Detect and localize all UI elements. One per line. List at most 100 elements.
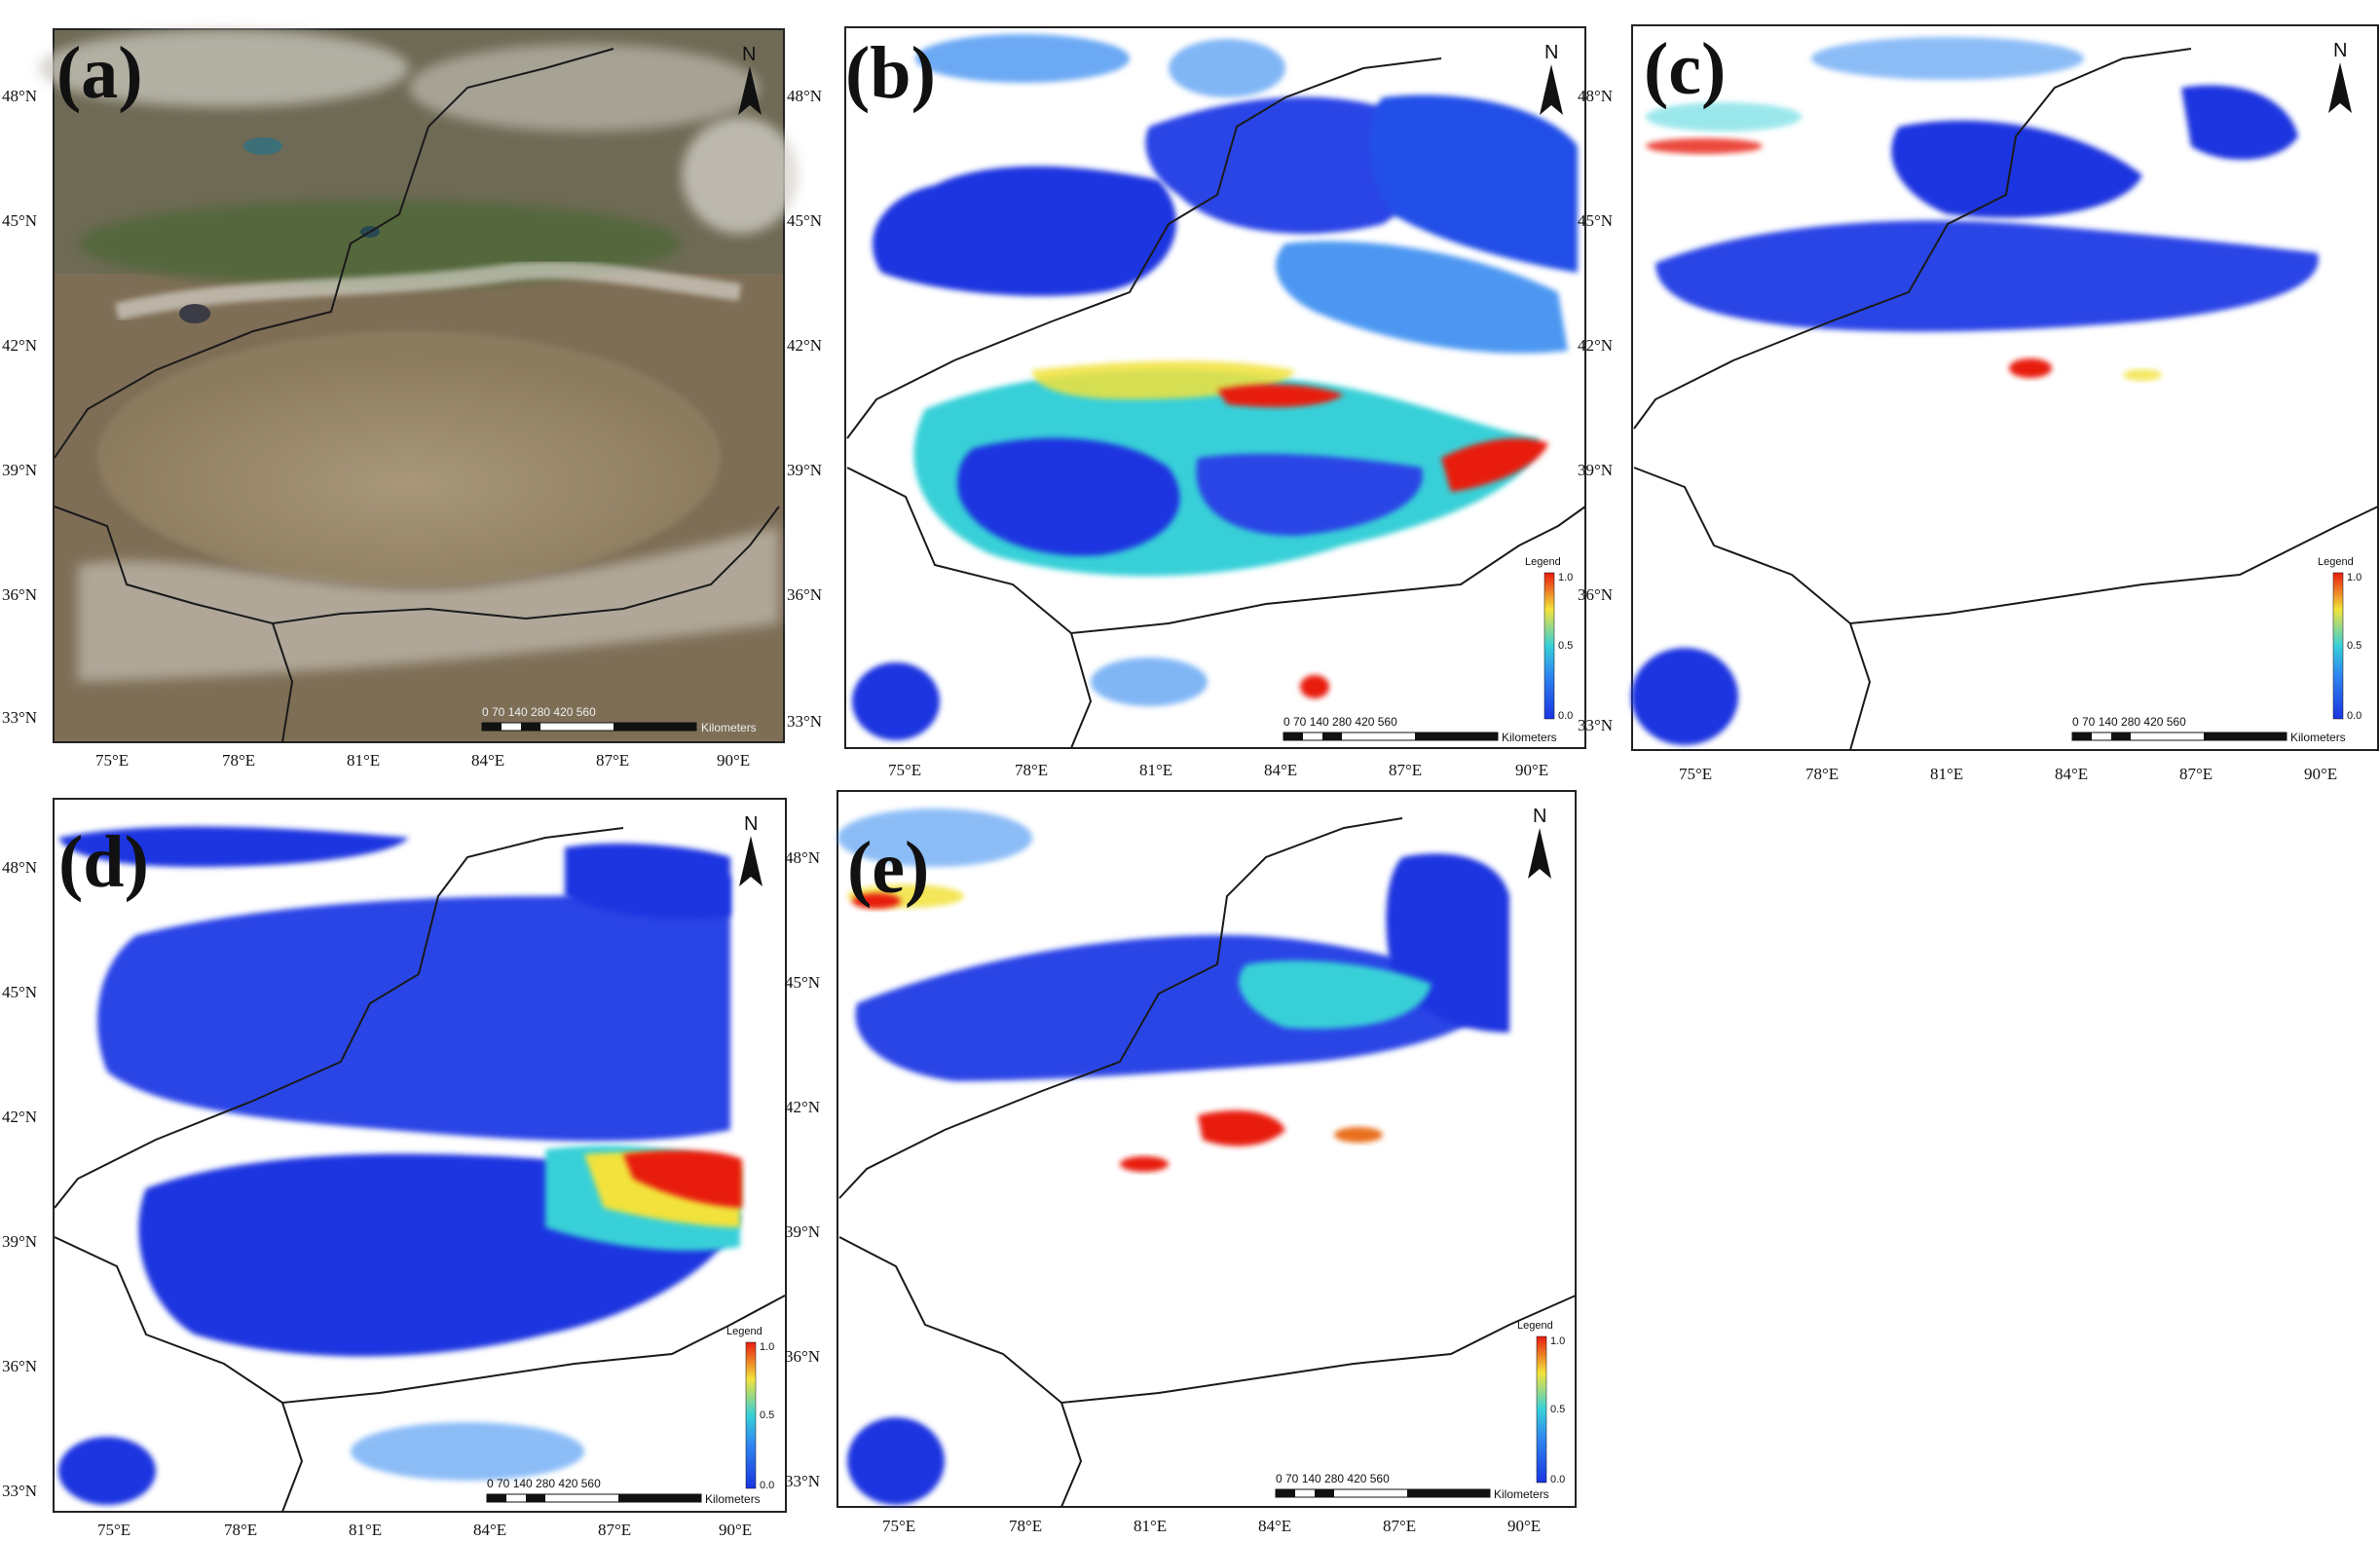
panel-e-lon-label: 81°E bbox=[1134, 1517, 1167, 1535]
panel-d-letter: (d) bbox=[58, 821, 149, 903]
panel-b-aod-patch bbox=[1169, 39, 1285, 97]
panel-b-lat-label: 42°N bbox=[787, 336, 822, 355]
panel-b-lon-label: 84°E bbox=[1264, 761, 1297, 779]
panel-b-border-line bbox=[846, 57, 1442, 439]
panel-d-border-line bbox=[54, 827, 624, 1209]
scale-bar-icon: 0 70 140 280 420 560 Kilometers bbox=[1283, 715, 1557, 744]
panel-e-letter: (e) bbox=[847, 827, 929, 909]
panel-d-lat-label: 42°N bbox=[2, 1108, 37, 1126]
panel-c-aod-patch bbox=[1811, 37, 2084, 80]
panel-a-lon-label: 78°E bbox=[222, 751, 255, 770]
panel-b-aod-patch bbox=[1091, 658, 1208, 706]
panel-c-border-line bbox=[1633, 48, 2192, 430]
svg-text:0.0: 0.0 bbox=[760, 1480, 774, 1491]
panel-a-lat-label: 33°N bbox=[2, 708, 37, 727]
svg-text:0.0: 0.0 bbox=[1558, 710, 1573, 722]
svg-text:0 70 140 280 420: 0 70 140 280 420 560 bbox=[482, 705, 596, 719]
panel-e-border-line bbox=[838, 817, 1403, 1199]
panel-b-aod-patch bbox=[873, 166, 1176, 296]
panel-d-lon-label: 84°E bbox=[473, 1521, 506, 1539]
panel-d-lat-label: 48°N bbox=[2, 858, 37, 877]
panel-b-aod-patch bbox=[1369, 94, 1578, 273]
panel-e-lat-label: 36°N bbox=[785, 1347, 820, 1366]
north-arrow-icon: N bbox=[2328, 40, 2352, 113]
scale-bar-icon: 0 70 140 280 420 560 Kilometers bbox=[2071, 715, 2346, 744]
svg-text:0.0: 0.0 bbox=[1550, 1474, 1565, 1485]
panel-a-lon-label: 75°E bbox=[95, 751, 129, 770]
svg-text:0 70 140 280 420: 0 70 140 280 420 560 bbox=[2072, 715, 2186, 729]
panel-b-letter: (b) bbox=[845, 32, 936, 114]
panel-e-lon-label: 87°E bbox=[1383, 1517, 1416, 1535]
panel-b-lat-label: 36°N bbox=[787, 585, 822, 604]
panel-c-lat-label: 33°N bbox=[1578, 716, 1613, 734]
panel-a-lon-label: 84°E bbox=[471, 751, 504, 770]
panel-e-lon-label: 90°E bbox=[1507, 1517, 1541, 1535]
panel-a-cloud bbox=[682, 117, 799, 234]
panel-e-lat-label: 48°N bbox=[785, 848, 820, 867]
svg-text:N: N bbox=[744, 813, 758, 835]
panel-b-lon-label: 78°E bbox=[1015, 761, 1048, 779]
panel-d-aod-patch bbox=[97, 874, 730, 1142]
panel-b-aod-patch bbox=[1145, 96, 1424, 234]
panel-c-aod-patch bbox=[1655, 220, 2319, 332]
svg-text:0 70 140 280 420: 0 70 140 280 420 560 bbox=[1276, 1472, 1390, 1485]
panel-b-lat-label: 48°N bbox=[787, 87, 822, 105]
panel-c-lat-label: 48°N bbox=[1578, 87, 1613, 105]
panel-d-lat-label: 45°N bbox=[2, 983, 37, 1001]
panel-b: (b) N Legend 1.0 0.5 0.0 0 70 140 280 42… bbox=[787, 26, 1586, 779]
panel-b-aod-tarim-core bbox=[957, 437, 1180, 556]
panel-b-aod-red-dots bbox=[1300, 675, 1329, 698]
svg-text:N: N bbox=[1544, 42, 1558, 63]
panel-c-aod-red bbox=[1646, 138, 1763, 154]
panel-a-lake bbox=[179, 304, 210, 323]
panel-d-lat-label: 33°N bbox=[2, 1482, 37, 1500]
svg-text:N: N bbox=[1533, 806, 1546, 827]
panel-d-aod-patch bbox=[58, 1437, 156, 1505]
panel-c-letter: (c) bbox=[1644, 28, 1726, 110]
panel-b-lat-label: 45°N bbox=[787, 211, 822, 230]
panel-d-lon-label: 90°E bbox=[719, 1521, 752, 1539]
panel-a-lon-label: 90°E bbox=[717, 751, 750, 770]
panel-d-lat-label: 36°N bbox=[2, 1357, 37, 1375]
panel-e-aod-patch bbox=[837, 808, 1032, 867]
svg-text:0.5: 0.5 bbox=[2347, 640, 2361, 652]
panel-e-aod-red bbox=[1334, 1127, 1383, 1143]
panel-a-lat-label: 45°N bbox=[2, 211, 37, 230]
panel-d-aod-red bbox=[623, 1149, 742, 1208]
panel-d: (d) N Legend 1.0 0.5 0.0 0 70 140 280 42… bbox=[2, 798, 787, 1539]
panel-e-border-line bbox=[838, 1236, 1577, 1405]
panel-c-border-line bbox=[1849, 622, 1872, 751]
panel-c-aod-patch bbox=[1891, 120, 2142, 218]
panel-a-border-line bbox=[54, 506, 780, 625]
panel-c-lon-label: 78°E bbox=[1805, 765, 1839, 783]
panel-a-tianshan-snow bbox=[114, 261, 742, 320]
svg-text:Kilometers: Kilometers bbox=[1494, 1487, 1549, 1501]
panel-e-lat-label: 33°N bbox=[785, 1472, 820, 1490]
svg-text:0.5: 0.5 bbox=[1550, 1404, 1565, 1415]
panel-b-aod-patch bbox=[915, 34, 1130, 83]
panel-c-aod-patch bbox=[1631, 648, 1738, 745]
panel-b-border-line bbox=[1070, 632, 1093, 749]
panel-b-aod-tarim-core bbox=[1196, 453, 1423, 536]
panel-e: (e) N Legend 1.0 0.5 0.0 0 70 140 280 42… bbox=[785, 790, 1577, 1535]
panel-e-aod-red bbox=[1198, 1110, 1285, 1146]
panel-c-lat-label: 36°N bbox=[1578, 585, 1613, 604]
panel-a: (a) N 0 70 140 280 420 560 Kilometers 48… bbox=[2, 28, 799, 770]
svg-text:Kilometers: Kilometers bbox=[705, 1492, 761, 1506]
panel-a-cloud bbox=[39, 29, 409, 107]
panel-d-lon-label: 87°E bbox=[598, 1521, 631, 1539]
panel-a-lat-label: 48°N bbox=[2, 87, 37, 105]
svg-text:Kilometers: Kilometers bbox=[701, 721, 757, 734]
svg-text:Kilometers: Kilometers bbox=[2290, 731, 2346, 744]
svg-text:Legend: Legend bbox=[1517, 1320, 1553, 1332]
svg-text:Legend: Legend bbox=[2318, 556, 2354, 568]
panel-c-lon-label: 81°E bbox=[1930, 765, 1963, 783]
svg-text:1.0: 1.0 bbox=[2347, 572, 2361, 583]
panel-d-border-line bbox=[54, 1236, 786, 1405]
panel-a-lat-label: 42°N bbox=[2, 336, 37, 355]
panel-a-mountain-snow bbox=[78, 526, 779, 682]
scale-bar-icon: 0 70 140 280 420 560 Kilometers bbox=[481, 705, 757, 734]
panel-e-lat-label: 42°N bbox=[785, 1098, 820, 1116]
panel-e-aod-red bbox=[1120, 1156, 1169, 1172]
